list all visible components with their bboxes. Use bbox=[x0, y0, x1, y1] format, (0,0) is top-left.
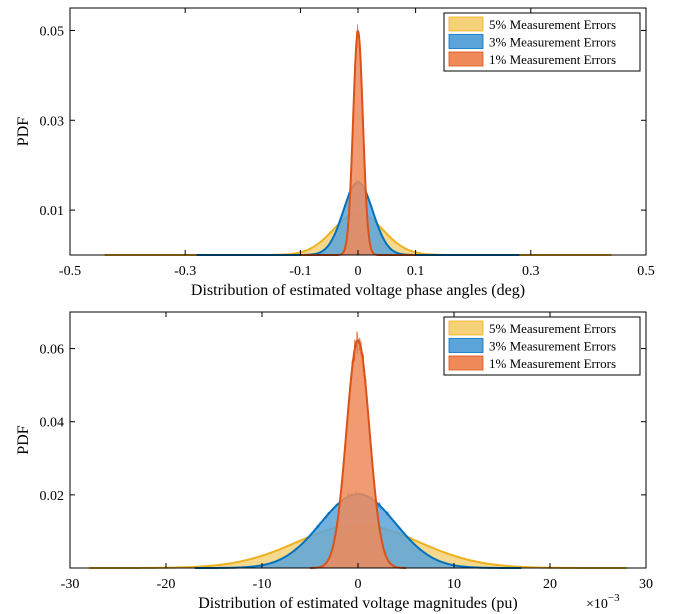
x-tick-label: -0.5 bbox=[59, 264, 81, 279]
x-tick-label: -0.3 bbox=[174, 264, 196, 279]
x-tick-label: 0 bbox=[355, 577, 362, 592]
y-tick-label: 0.02 bbox=[40, 489, 65, 504]
x-tick-label: -0.1 bbox=[289, 264, 311, 279]
legend-swatch-2 bbox=[448, 34, 484, 49]
x-tick-label: -10 bbox=[253, 577, 272, 592]
legend-swatch-3 bbox=[448, 51, 484, 67]
legend-label-2: 3% Measurement Errors bbox=[489, 339, 616, 354]
x-tick-label: 20 bbox=[543, 577, 557, 592]
legend-swatch-1 bbox=[448, 16, 484, 32]
legend-label-2: 3% Measurement Errors bbox=[489, 35, 616, 50]
legend-swatch-3 bbox=[448, 355, 484, 371]
x-tick-label: 0.5 bbox=[637, 264, 655, 279]
series-3 bbox=[309, 331, 407, 569]
x-tick-label: 0.3 bbox=[522, 264, 540, 279]
chart-panel-1: -0.5 -0.3 -0.1 0 0.1 0.3 0.5 0.01 0.03 0.05 Distri… bbox=[15, 7, 655, 299]
y-tick-label: 0.04 bbox=[40, 416, 65, 431]
chart-panel-2: -30 -20 -10 0 10 20 30 0.02 0.04 0.06 Distribution… bbox=[15, 311, 653, 612]
y-tick-label: 0.03 bbox=[40, 114, 65, 129]
x-tick-label: 0 bbox=[355, 264, 362, 279]
legend-swatch-2 bbox=[448, 338, 484, 353]
legend: 5% Measurement Errors 3% Measurement Erro… bbox=[443, 12, 641, 72]
fit-line-3 bbox=[310, 339, 406, 569]
x-tick-label: 0.1 bbox=[407, 264, 425, 279]
x-tick-label: -20 bbox=[157, 577, 176, 592]
x-axis-label: Distribution of estimated voltage magnit… bbox=[198, 595, 518, 612]
y-tick-label: 0.05 bbox=[40, 24, 65, 39]
y-axis-label: PDF bbox=[15, 425, 32, 454]
legend: 5% Measurement Errors 3% Measurement Erro… bbox=[443, 316, 641, 376]
legend-label-1: 5% Measurement Errors bbox=[489, 17, 616, 32]
legend-label-1: 5% Measurement Errors bbox=[489, 321, 616, 336]
y-axis-label: PDF bbox=[15, 117, 32, 146]
legend-label-3: 1% Measurement Errors bbox=[489, 52, 616, 67]
x-tick-label: -30 bbox=[61, 577, 80, 592]
legend-label-3: 1% Measurement Errors bbox=[489, 356, 616, 371]
x-axis-label: Distribution of estimated voltage phase … bbox=[191, 282, 525, 299]
x-tick-label: 10 bbox=[447, 577, 461, 592]
y-tick-label: 0.06 bbox=[40, 343, 65, 358]
y-tick-label: 0.01 bbox=[40, 204, 65, 219]
legend-swatch-1 bbox=[448, 320, 484, 336]
x-tick-label: 30 bbox=[639, 577, 653, 592]
x-axis-multiplier: ×10−3 bbox=[586, 592, 620, 612]
